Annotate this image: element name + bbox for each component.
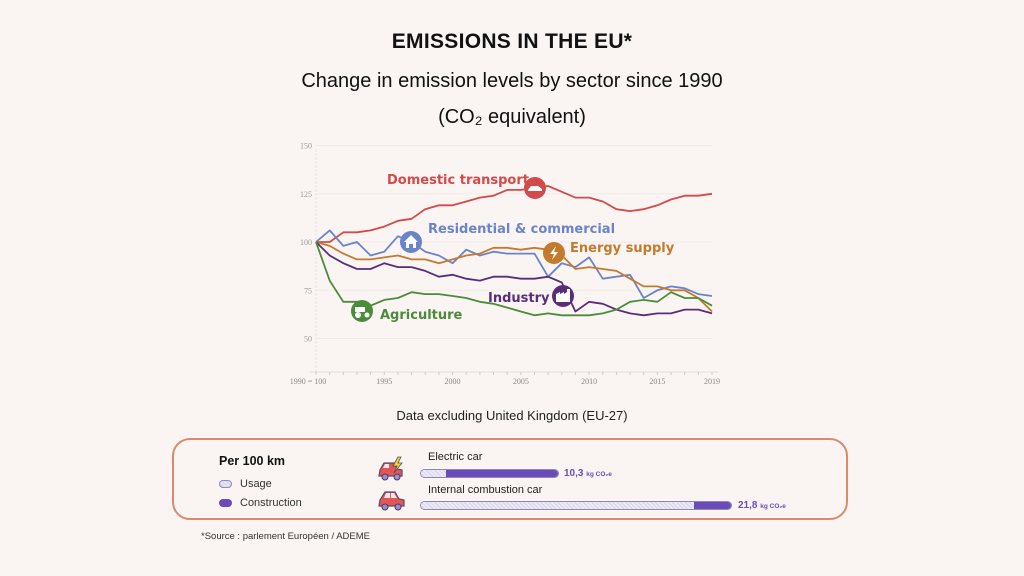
page-subtitle: Change in emission levels by sector sinc… bbox=[301, 70, 723, 92]
y-tick-label: 50 bbox=[304, 335, 312, 344]
construction-swatch bbox=[219, 499, 232, 507]
series-line-domestic-transport bbox=[316, 185, 713, 243]
factory-glyph bbox=[556, 289, 570, 302]
data-note: Data excluding United Kingdom (EU-27) bbox=[396, 408, 628, 423]
comparison-heading: Per 100 km bbox=[219, 454, 286, 468]
x-tick-label: 2005 bbox=[513, 377, 529, 386]
electric-construction-segment bbox=[445, 470, 558, 477]
comparison-panel: Per 100 km Usage Construction Electric c… bbox=[172, 438, 848, 520]
series-label: Domestic transport bbox=[387, 173, 529, 188]
electric-car-value: 10,3 kg CO₂e bbox=[564, 468, 612, 479]
lightning-glyph bbox=[550, 246, 558, 260]
combustion-car-label: Internal combustion car bbox=[428, 484, 543, 496]
series-line-industry bbox=[315, 241, 713, 317]
combustion-usage-segment bbox=[421, 502, 694, 509]
x-tick-label: 2019 bbox=[704, 377, 720, 386]
combustion-car-bar bbox=[420, 501, 732, 510]
electric-car-icon bbox=[378, 456, 403, 481]
car-glyph bbox=[528, 186, 542, 191]
legend-construction-label: Construction bbox=[240, 497, 302, 509]
combustion-car-value: 21,8 kg CO₂e bbox=[738, 500, 786, 511]
y-tick-label: 75 bbox=[304, 286, 312, 295]
x-tick-label: 2015 bbox=[649, 377, 665, 386]
series-line-agriculture bbox=[315, 241, 713, 317]
x-tick-label: 1990 = 100 bbox=[290, 377, 327, 386]
house-glyph bbox=[404, 235, 418, 248]
page-title: EMISSIONS IN THE EU* bbox=[391, 30, 633, 53]
emissions-line-chart: 50 75 100 125 150 1990 = 100 1995 2000 2005 2010 2… bbox=[290, 142, 720, 387]
x-tick-label: 2010 bbox=[581, 377, 597, 386]
electric-car-label: Electric car bbox=[428, 451, 483, 463]
series-label: Residential & commercial bbox=[428, 222, 615, 237]
y-tick-label: 125 bbox=[300, 190, 312, 199]
series-label: Industry bbox=[488, 291, 550, 306]
series-line-residential-commercial bbox=[315, 229, 713, 299]
combustion-car-icon bbox=[378, 491, 405, 511]
y-tick-label: 150 bbox=[300, 142, 312, 151]
combustion-construction-segment bbox=[693, 502, 731, 509]
series-line-energy-supply bbox=[315, 241, 713, 313]
electric-car-bar bbox=[420, 469, 559, 478]
series-label: Energy supply bbox=[570, 241, 675, 256]
tractor-wheel bbox=[355, 312, 361, 318]
legend-construction: Construction bbox=[219, 497, 302, 509]
electric-usage-segment bbox=[421, 470, 446, 477]
tractor-body bbox=[355, 307, 365, 312]
unit-label: (CO₂ equivalent) bbox=[438, 106, 586, 128]
legend-usage-label: Usage bbox=[240, 478, 272, 490]
usage-swatch bbox=[219, 480, 232, 488]
x-tick-label: 2000 bbox=[445, 377, 461, 386]
source-note: *Source : parlement Européen / ADEME bbox=[201, 531, 370, 542]
tractor-wheel bbox=[364, 312, 370, 318]
legend-usage: Usage bbox=[219, 478, 272, 490]
x-tick-label: 1995 bbox=[376, 377, 392, 386]
y-tick-label: 100 bbox=[300, 238, 312, 247]
series-label: Agriculture bbox=[380, 308, 463, 323]
